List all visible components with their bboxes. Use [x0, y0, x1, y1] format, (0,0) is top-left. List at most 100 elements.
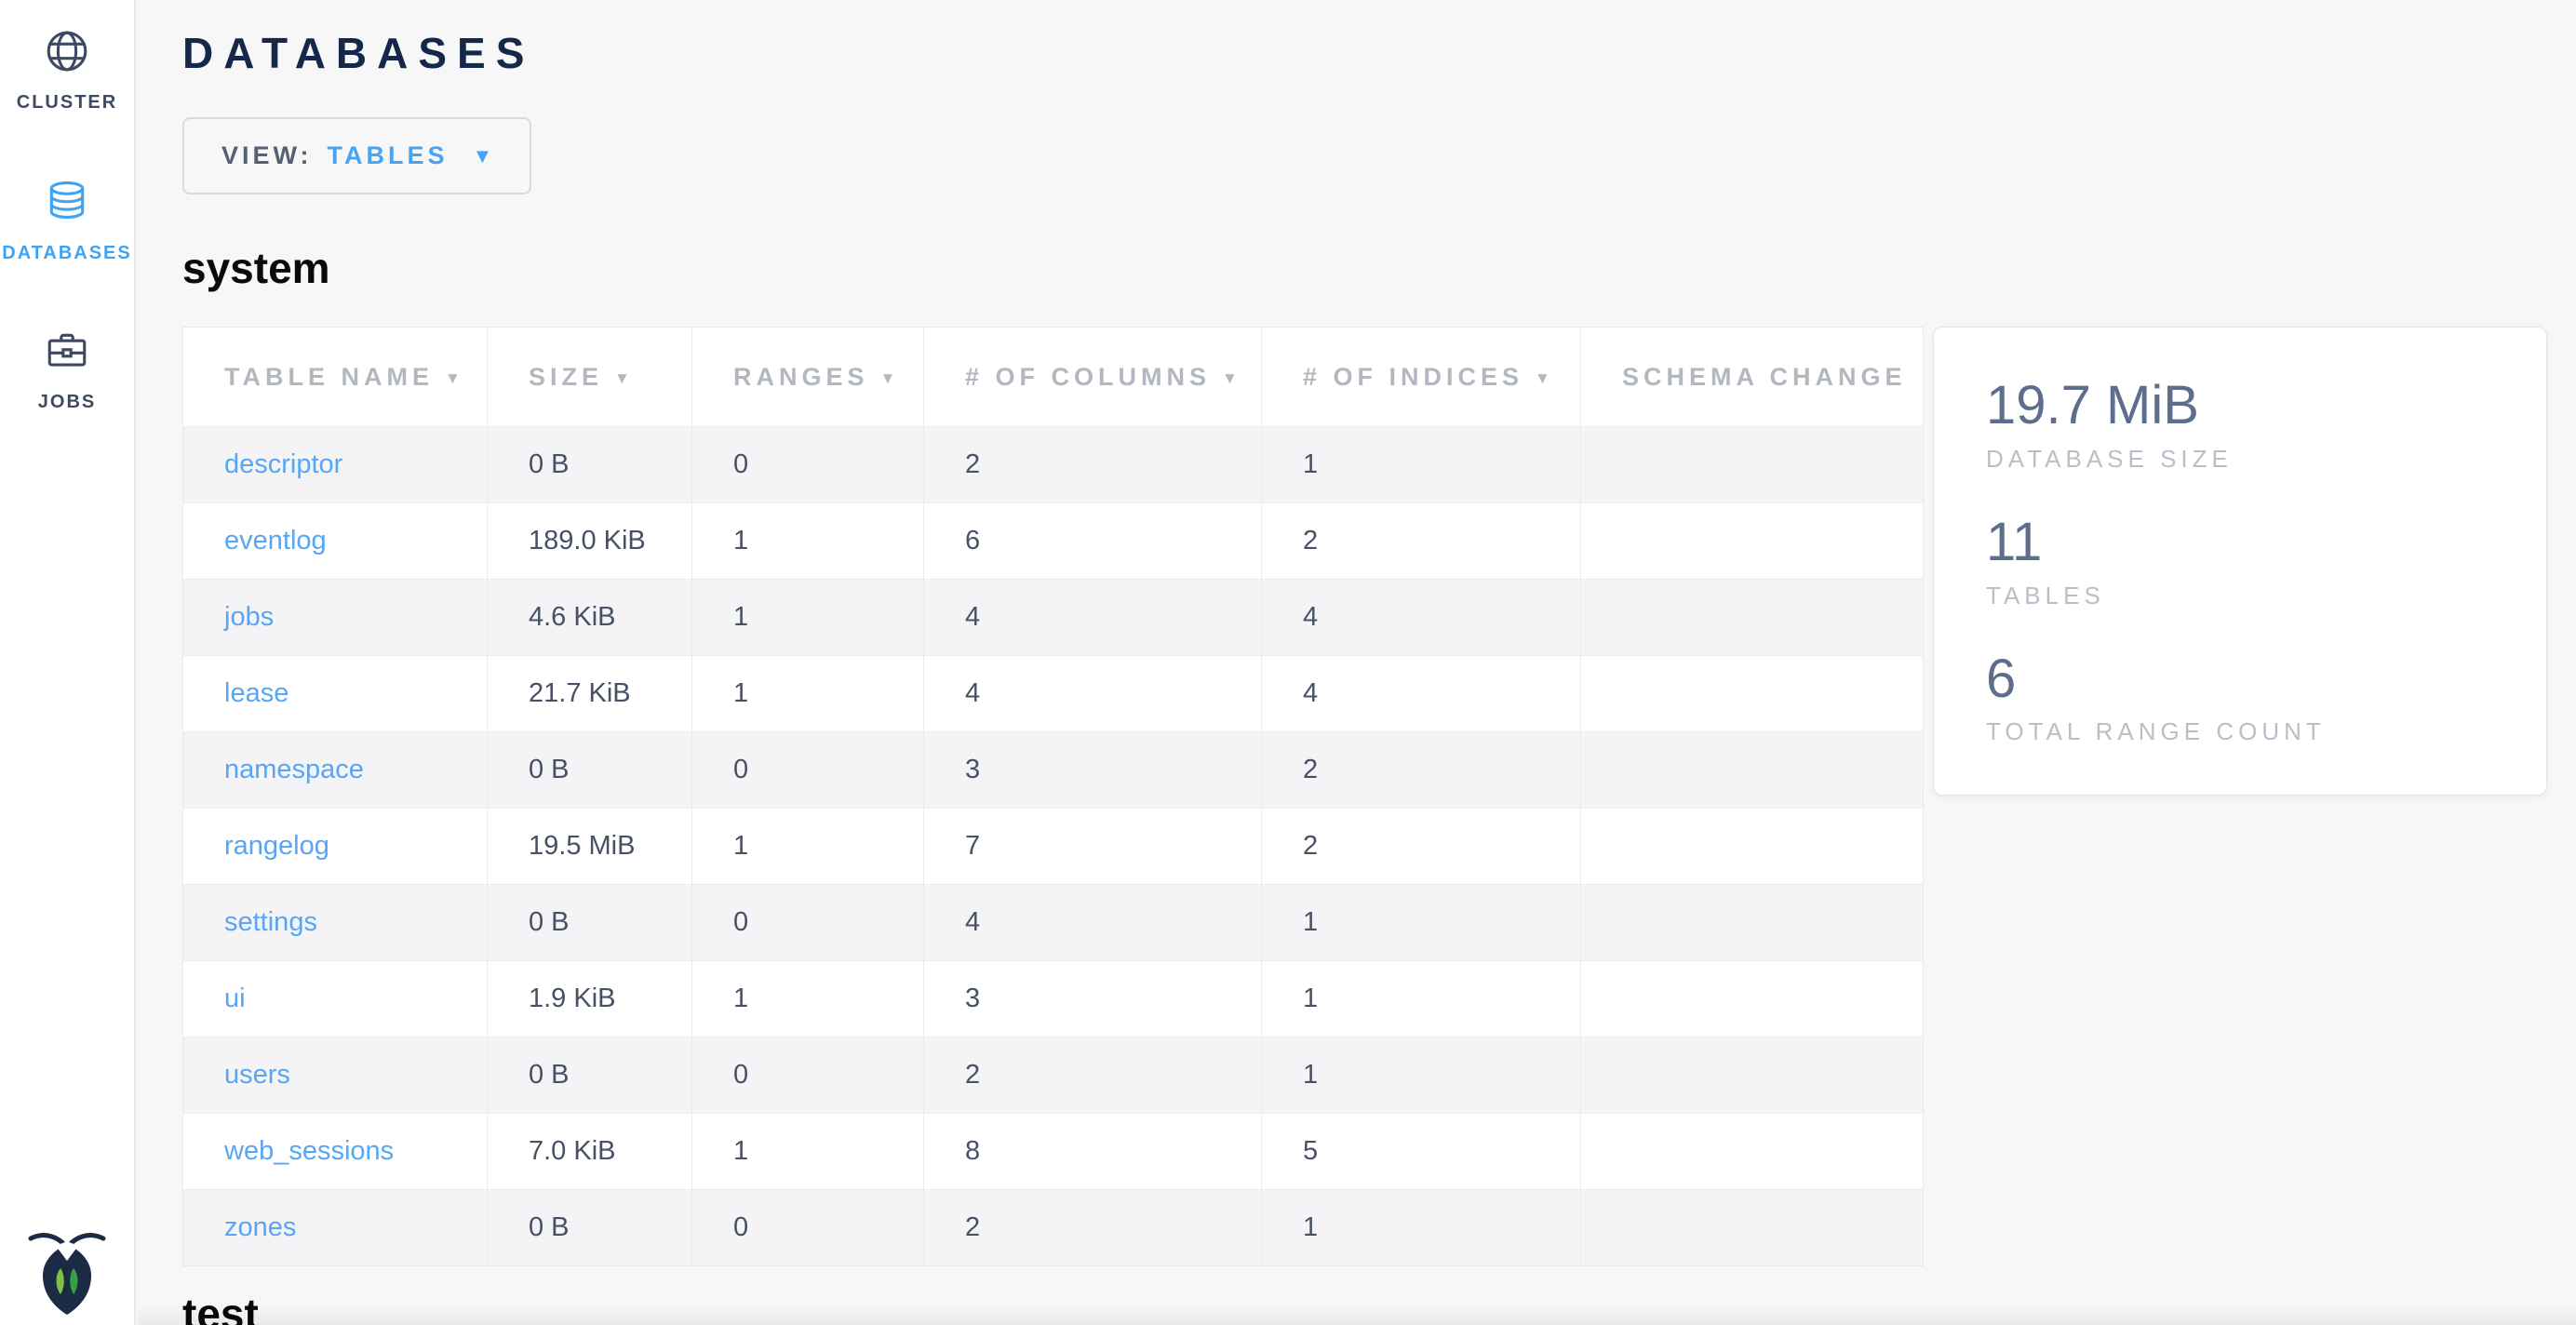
columns-cell: 3	[923, 960, 1262, 1037]
schema-change-cell	[1580, 731, 1924, 809]
schema-change-cell	[1580, 426, 1924, 503]
chevron-down-icon: ▼	[472, 143, 493, 167]
table-name-link[interactable]: settings	[224, 907, 317, 937]
columns-cell: 4	[923, 579, 1262, 656]
briefcase-icon	[0, 328, 134, 379]
sidebar: CLUSTER DATABASES JOBS	[0, 0, 136, 1325]
stat-label: TOTAL RANGE COUNT	[1986, 717, 2326, 746]
column-header-table-name[interactable]: TABLE NAME ▼	[182, 327, 488, 427]
columns-cell: 4	[923, 884, 1262, 961]
schema-change-cell	[1580, 808, 1924, 885]
columns-cell: 6	[923, 502, 1262, 580]
indices-cell: 1	[1261, 960, 1581, 1037]
view-selector-label: VIEW:	[221, 141, 313, 169]
column-header-num-indices[interactable]: # OF INDICES ▼	[1261, 327, 1581, 427]
ranges-cell: 0	[691, 1189, 924, 1266]
ranges-cell: 0	[691, 1037, 924, 1114]
size-cell: 19.5 MiB	[487, 808, 692, 885]
indices-cell: 2	[1261, 808, 1581, 885]
page-title: DATABASES	[182, 29, 535, 77]
column-header-ranges[interactable]: RANGES ▼	[691, 327, 924, 427]
table-row: web_sessions 7.0 KiB 1 8 5	[182, 1113, 1924, 1190]
stat-label: TABLES	[1986, 581, 2105, 609]
sidebar-item-cluster[interactable]: CLUSTER	[0, 28, 134, 114]
size-cell: 7.0 KiB	[487, 1113, 692, 1190]
ranges-cell: 0	[691, 884, 924, 961]
table-name-link[interactable]: namespace	[224, 755, 364, 784]
table-name-link[interactable]: descriptor	[224, 449, 343, 479]
database-summary-card: 19.7 MiB DATABASE SIZE 11 TABLES 6 TOTAL…	[1933, 327, 2547, 796]
column-header-size[interactable]: SIZE ▼	[487, 327, 692, 427]
ranges-cell: 0	[691, 731, 924, 809]
indices-cell: 5	[1261, 1113, 1581, 1190]
databases-icon	[0, 179, 134, 230]
indices-cell: 4	[1261, 655, 1581, 732]
indices-cell: 1	[1261, 1189, 1581, 1266]
view-selector-value: TABLES	[327, 141, 449, 169]
ranges-cell: 1	[691, 808, 924, 885]
size-cell: 0 B	[487, 1189, 692, 1266]
stat-tables: 11 TABLES	[1986, 512, 2494, 610]
schema-change-cell	[1580, 1037, 1924, 1114]
size-cell: 0 B	[487, 1037, 692, 1114]
sort-arrow-icon: ▼	[879, 368, 901, 387]
sidebar-item-jobs[interactable]: JOBS	[0, 328, 134, 413]
sort-arrow-icon: ▼	[445, 368, 465, 387]
table-row: eventlog 189.0 KiB 1 6 2	[182, 502, 1924, 580]
table-row: ui 1.9 KiB 1 3 1	[182, 960, 1924, 1037]
stat-label: DATABASE SIZE	[1986, 444, 2233, 473]
stat-database-size: 19.7 MiB DATABASE SIZE	[1986, 376, 2494, 474]
table-name-link[interactable]: eventlog	[224, 526, 327, 555]
stat-value: 19.7 MiB	[1986, 375, 2199, 435]
columns-cell: 8	[923, 1113, 1262, 1190]
table-row: lease 21.7 KiB 1 4 4	[182, 655, 1924, 732]
columns-cell: 2	[923, 1189, 1262, 1266]
sidebar-item-databases[interactable]: DATABASES	[0, 179, 134, 264]
sidebar-item-label: JOBS	[37, 392, 97, 412]
size-cell: 4.6 KiB	[487, 579, 692, 656]
size-cell: 21.7 KiB	[487, 655, 692, 732]
table-row: jobs 4.6 KiB 1 4 4	[182, 579, 1924, 656]
schema-change-cell	[1580, 884, 1924, 961]
stat-value: 6	[1986, 648, 2017, 709]
sidebar-item-label: CLUSTER	[16, 92, 118, 113]
columns-cell: 3	[923, 731, 1262, 809]
globe-icon	[0, 28, 134, 79]
schema-change-cell	[1580, 1189, 1924, 1266]
indices-cell: 1	[1261, 1037, 1581, 1114]
database-section-title-test: test	[182, 1290, 259, 1325]
columns-cell: 4	[923, 655, 1262, 732]
table-name-link[interactable]: jobs	[224, 602, 275, 632]
ranges-cell: 1	[691, 502, 924, 580]
table-row: namespace 0 B 0 3 2	[182, 731, 1924, 809]
table-name-link[interactable]: lease	[224, 678, 289, 708]
size-cell: 189.0 KiB	[487, 502, 692, 580]
schema-change-cell	[1580, 1113, 1924, 1190]
table-row: settings 0 B 0 4 1	[182, 884, 1924, 961]
size-cell: 0 B	[487, 731, 692, 809]
cockroachdb-logo	[27, 1225, 107, 1319]
table-name-link[interactable]: zones	[224, 1212, 297, 1242]
database-section-title-system: system	[182, 244, 330, 292]
table-name-link[interactable]: ui	[224, 984, 246, 1013]
ranges-cell: 1	[691, 579, 924, 656]
columns-cell: 2	[923, 426, 1262, 503]
column-header-num-columns[interactable]: # OF COLUMNS ▼	[923, 327, 1262, 427]
size-cell: 0 B	[487, 426, 692, 503]
columns-cell: 7	[923, 808, 1262, 885]
table-row: descriptor 0 B 0 2 1	[182, 426, 1924, 503]
schema-change-cell	[1580, 960, 1924, 1037]
table-name-link[interactable]: users	[224, 1060, 290, 1090]
indices-cell: 2	[1261, 502, 1581, 580]
ranges-cell: 0	[691, 426, 924, 503]
ranges-cell: 1	[691, 960, 924, 1037]
view-selector-dropdown[interactable]: VIEW: TABLES ▼	[182, 117, 532, 194]
schema-change-cell	[1580, 502, 1924, 580]
sort-arrow-icon: ▼	[1535, 368, 1555, 387]
sidebar-item-label: DATABASES	[2, 243, 132, 263]
table-name-link[interactable]: rangelog	[224, 831, 329, 861]
column-header-schema-change: SCHEMA CHANGE	[1580, 327, 1924, 427]
table-name-link[interactable]: web_sessions	[224, 1136, 395, 1166]
ranges-cell: 1	[691, 655, 924, 732]
indices-cell: 2	[1261, 731, 1581, 809]
